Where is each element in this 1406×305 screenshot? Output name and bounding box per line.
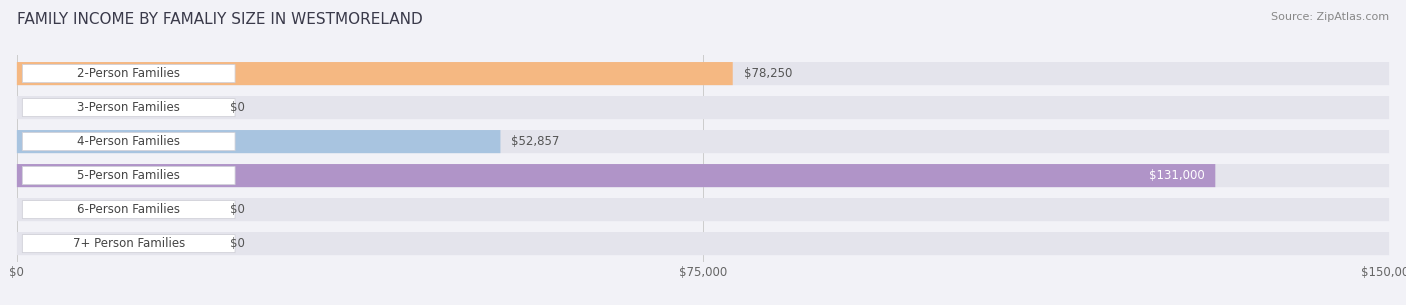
Text: $78,250: $78,250 [744, 67, 792, 80]
Text: 4-Person Families: 4-Person Families [77, 135, 180, 148]
FancyBboxPatch shape [17, 232, 1389, 255]
Text: $0: $0 [229, 237, 245, 250]
Text: 7+ Person Families: 7+ Person Families [73, 237, 184, 250]
FancyBboxPatch shape [22, 99, 235, 117]
FancyBboxPatch shape [22, 201, 235, 219]
FancyBboxPatch shape [17, 96, 1389, 119]
FancyBboxPatch shape [17, 130, 1389, 153]
FancyBboxPatch shape [17, 62, 733, 85]
FancyBboxPatch shape [22, 167, 235, 185]
Text: $0: $0 [229, 101, 245, 114]
Text: Source: ZipAtlas.com: Source: ZipAtlas.com [1271, 12, 1389, 22]
Text: $0: $0 [229, 203, 245, 216]
Text: FAMILY INCOME BY FAMALIY SIZE IN WESTMORELAND: FAMILY INCOME BY FAMALIY SIZE IN WESTMOR… [17, 12, 423, 27]
FancyBboxPatch shape [22, 65, 235, 83]
Text: 3-Person Families: 3-Person Families [77, 101, 180, 114]
FancyBboxPatch shape [17, 130, 501, 153]
Text: $131,000: $131,000 [1149, 169, 1205, 182]
FancyBboxPatch shape [17, 164, 1215, 187]
FancyBboxPatch shape [17, 164, 1389, 187]
FancyBboxPatch shape [22, 133, 235, 151]
Text: 6-Person Families: 6-Person Families [77, 203, 180, 216]
FancyBboxPatch shape [17, 62, 1389, 85]
Text: $52,857: $52,857 [512, 135, 560, 148]
FancyBboxPatch shape [22, 235, 235, 253]
Text: 2-Person Families: 2-Person Families [77, 67, 180, 80]
FancyBboxPatch shape [17, 198, 1389, 221]
Text: 5-Person Families: 5-Person Families [77, 169, 180, 182]
